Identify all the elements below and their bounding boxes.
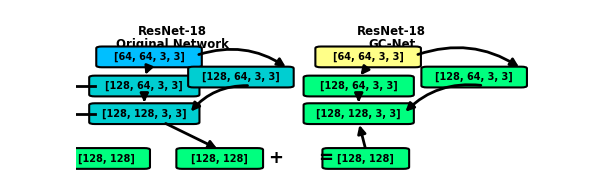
Text: [128, 64, 3, 3]: [128, 64, 3, 3] xyxy=(435,72,513,82)
Text: [64, 64, 3, 3]: [64, 64, 3, 3] xyxy=(333,52,404,62)
FancyBboxPatch shape xyxy=(89,103,199,124)
FancyBboxPatch shape xyxy=(322,148,409,169)
FancyBboxPatch shape xyxy=(303,76,414,96)
Text: [128, 64, 3, 3]: [128, 64, 3, 3] xyxy=(202,72,280,82)
Text: ResNet-18: ResNet-18 xyxy=(138,25,207,38)
Text: [128, 128]: [128, 128] xyxy=(337,153,394,164)
FancyBboxPatch shape xyxy=(303,103,414,124)
FancyBboxPatch shape xyxy=(188,67,294,87)
FancyBboxPatch shape xyxy=(96,47,202,67)
Text: [128, 128, 3, 3]: [128, 128, 3, 3] xyxy=(316,108,401,119)
FancyBboxPatch shape xyxy=(316,47,421,67)
Text: +: + xyxy=(268,149,283,167)
Text: GC-Net: GC-Net xyxy=(368,38,415,51)
FancyBboxPatch shape xyxy=(63,148,150,169)
Text: [64, 64, 3, 3]: [64, 64, 3, 3] xyxy=(114,52,184,62)
Text: [128, 128]: [128, 128] xyxy=(78,153,135,164)
FancyBboxPatch shape xyxy=(421,67,527,87)
Text: [128, 64, 3, 3]: [128, 64, 3, 3] xyxy=(320,81,398,91)
Text: Original Network: Original Network xyxy=(116,38,229,51)
Text: =: = xyxy=(318,149,333,167)
Text: [128, 128]: [128, 128] xyxy=(192,153,248,164)
FancyBboxPatch shape xyxy=(176,148,263,169)
Text: [128, 64, 3, 3]: [128, 64, 3, 3] xyxy=(105,81,183,91)
Text: ResNet-18: ResNet-18 xyxy=(358,25,426,38)
Text: [128, 128, 3, 3]: [128, 128, 3, 3] xyxy=(102,108,187,119)
FancyBboxPatch shape xyxy=(89,76,199,96)
